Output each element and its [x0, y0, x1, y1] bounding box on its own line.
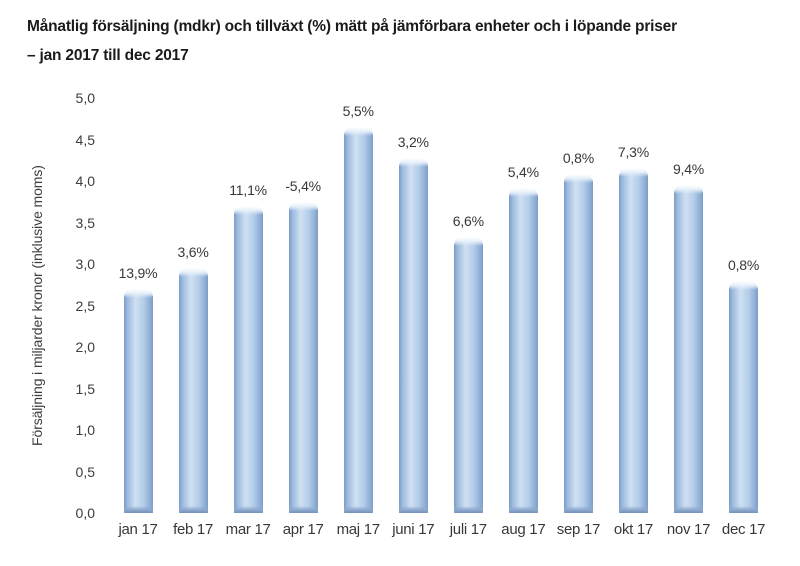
bar: [123, 289, 153, 513]
x-tick-label: maj 17: [336, 521, 381, 538]
growth-label: 3,6%: [177, 244, 209, 260]
y-tick-label: 2,0: [75, 339, 95, 355]
y-tick-label: 3,0: [75, 256, 95, 272]
bar: [288, 202, 318, 513]
y-tick-label: 5,0: [75, 90, 95, 106]
x-tick-label: juni 17: [392, 521, 435, 538]
bar: [508, 188, 538, 513]
y-tick-label: 3,5: [75, 214, 95, 231]
x-tick-label: apr 17: [282, 521, 324, 538]
growth-label: 5,5%: [342, 103, 374, 119]
bar: [398, 158, 428, 513]
y-tick-label: 0,5: [75, 463, 95, 480]
growth-label: 13,9%: [118, 265, 158, 281]
x-tick-label: aug 17: [501, 521, 546, 538]
x-tick-label: dec 17: [721, 521, 766, 538]
y-tick-label: 2,5: [75, 297, 95, 314]
x-tick-label: nov 17: [666, 521, 711, 538]
bar: [674, 185, 703, 513]
growth-label: 9,4%: [672, 161, 705, 177]
chart-title: Månatlig försäljning (mdkr) och tillväxt…: [27, 13, 787, 70]
bar: [178, 268, 208, 513]
x-tick-label: mar 17: [225, 521, 271, 538]
chart-title-line1: Månatlig försäljning (mdkr) och tillväxt…: [27, 18, 677, 35]
bar: [343, 127, 373, 513]
y-tick-label: 4,0: [75, 173, 95, 189]
growth-label: 3,2%: [397, 134, 429, 150]
bar: [729, 281, 759, 513]
x-tick-label: okt 17: [613, 521, 653, 538]
bar: [618, 168, 648, 513]
x-tick-label: sep 17: [556, 521, 601, 538]
x-tick-label: feb 17: [173, 521, 213, 538]
bar: [563, 174, 593, 513]
growth-label: -5,4%: [285, 178, 321, 194]
x-tick-label: juli 17: [449, 521, 487, 538]
y-tick-label: 0,0: [75, 505, 95, 521]
growth-label: 7,3%: [617, 144, 649, 160]
growth-label: 11,1%: [229, 182, 267, 198]
growth-label: 5,4%: [507, 164, 539, 180]
y-tick-label: 1,5: [75, 380, 95, 397]
y-tick-label: 1,0: [75, 422, 95, 438]
bar: [453, 237, 483, 513]
chart-title-line2: – jan 2017 till dec 2017: [27, 46, 189, 64]
growth-label: 6,6%: [452, 213, 484, 229]
y-tick-label: 4,5: [75, 131, 95, 148]
growth-label: 0,8%: [727, 257, 760, 273]
growth-label: 0,8%: [562, 150, 594, 166]
bar: [233, 206, 263, 513]
x-tick-label: jan 17: [118, 521, 158, 538]
